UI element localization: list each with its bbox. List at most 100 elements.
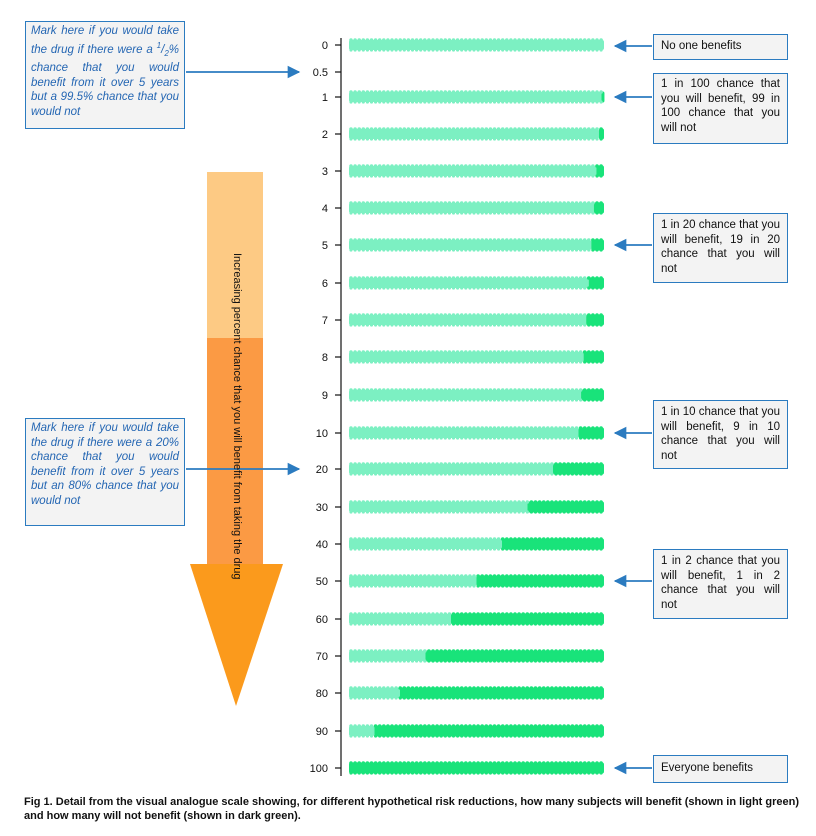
person-foot (394, 771, 398, 775)
person-foot (378, 510, 382, 514)
tick-label: 2 (322, 129, 328, 141)
person-foot (435, 248, 439, 252)
person-foot (501, 734, 505, 738)
person-head (578, 127, 583, 131)
person-head (439, 276, 444, 280)
person-foot (439, 137, 443, 141)
person-head (468, 649, 472, 653)
person-foot (550, 771, 554, 775)
person-foot (357, 472, 361, 476)
person-head (451, 38, 456, 42)
person-row-10 (349, 426, 604, 440)
person-head (398, 201, 403, 205)
person-head (496, 761, 501, 765)
person-head (574, 724, 579, 728)
callout-one-in-100: 1 in 100 chance that you will benefit, 9… (653, 73, 788, 144)
person-head (566, 724, 571, 728)
person-foot (464, 174, 468, 178)
person-foot (525, 547, 529, 551)
person-foot (402, 323, 406, 327)
person-head (541, 612, 546, 616)
person-foot (562, 734, 566, 738)
person-foot (497, 398, 501, 402)
person-head (546, 612, 550, 616)
person-head (599, 574, 603, 578)
person-foot (349, 248, 353, 252)
person-head (550, 127, 554, 131)
person-foot (447, 622, 451, 626)
person-foot (476, 174, 480, 178)
person-foot (365, 360, 369, 364)
person-foot (394, 734, 398, 738)
person-head (554, 500, 558, 504)
person-head (533, 537, 538, 541)
person-foot (558, 211, 562, 215)
person-head (451, 90, 456, 94)
person-foot (406, 211, 410, 215)
person-foot (599, 659, 603, 663)
person-head (525, 238, 530, 242)
person-head (476, 276, 480, 280)
person-foot (390, 436, 394, 440)
person-head (398, 90, 403, 94)
person-foot (579, 398, 583, 402)
person-foot (451, 323, 456, 327)
person-head (439, 537, 444, 541)
person-head (369, 686, 374, 690)
person-foot (583, 323, 587, 327)
person-head (525, 164, 530, 168)
person-foot (546, 734, 550, 738)
person-foot (460, 211, 464, 215)
person-head (591, 276, 595, 280)
person-head (357, 313, 362, 317)
person-head (546, 38, 550, 42)
person-head (484, 201, 489, 205)
person-foot (587, 100, 591, 104)
person-foot (484, 48, 488, 52)
person-head (447, 500, 452, 504)
person-head (496, 90, 501, 94)
person-head (468, 686, 472, 690)
person-foot (349, 472, 353, 476)
person-head (369, 649, 374, 653)
person-foot (517, 100, 521, 104)
person-foot (419, 584, 423, 588)
person-foot (550, 137, 554, 141)
person-foot (447, 398, 451, 402)
person-head (541, 127, 546, 131)
person-head (373, 761, 378, 765)
person-foot (361, 472, 365, 476)
person-head (455, 574, 460, 578)
person-foot (361, 248, 365, 252)
person-foot (501, 137, 505, 141)
person-foot (406, 472, 410, 476)
person-head (472, 238, 476, 242)
person-head (377, 164, 382, 168)
person-head (488, 761, 493, 765)
person-foot (361, 100, 365, 104)
person-foot (357, 174, 361, 178)
person-foot (538, 48, 542, 52)
person-foot (361, 398, 365, 402)
person-foot (390, 360, 394, 364)
person-head (406, 612, 411, 616)
person-head (472, 649, 476, 653)
person-head (521, 90, 525, 94)
person-foot (374, 734, 378, 738)
tick-label: 30 (316, 502, 328, 514)
person-head (423, 238, 427, 242)
person-foot (435, 323, 439, 327)
person-foot (378, 734, 382, 738)
person-head (353, 388, 357, 392)
person-foot (369, 48, 374, 52)
person-foot (533, 286, 538, 290)
person-head (435, 500, 439, 504)
no-benefit-bar (349, 688, 400, 698)
person-foot (390, 659, 394, 663)
person-head (554, 761, 558, 765)
person-head (562, 38, 566, 42)
person-foot (574, 659, 579, 663)
person-foot (492, 696, 497, 700)
person-foot (566, 734, 570, 738)
person-head (574, 612, 579, 616)
